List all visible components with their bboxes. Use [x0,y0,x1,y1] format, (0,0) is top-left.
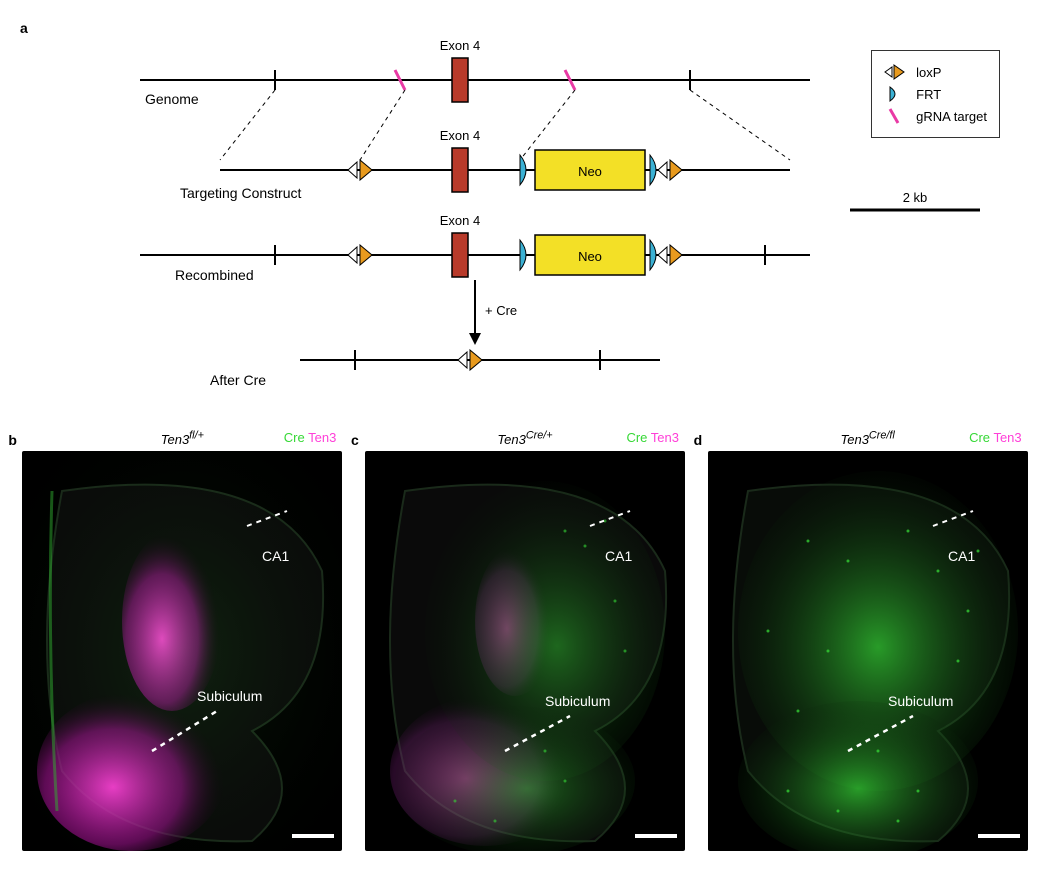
frt-icon [650,155,656,185]
panel-c-label: c [351,432,359,448]
exon4-label: Exon 4 [440,38,480,53]
loxp-icon [360,160,372,180]
panel-b: b Ten3fl/+ Cre Ten3 [22,430,342,851]
channel-labels: Cre Ten3 [284,430,337,445]
genome-row: Exon 4 Genome [140,38,810,107]
cre-channel-label: Cre [284,430,305,445]
channel-labels: Cre Ten3 [969,430,1022,445]
row-label-recombined: Recombined [175,267,254,283]
legend-item-grna: gRNA target [884,107,987,125]
after-cre-row: After Cre [210,350,660,388]
exon4-label3: Exon 4 [440,213,480,228]
scale-bar-label: 2 kb [903,190,928,205]
cre-label: + Cre [485,303,517,318]
ten3-channel-label: Ten3 [651,430,679,445]
loxp-icon [670,245,682,265]
recombined-row: Exon 4 Neo Recombined [140,213,810,283]
exon4-box [452,58,468,102]
frt-icon [520,155,526,185]
ten3-channel-label: Ten3 [993,430,1021,445]
micrograph-b: CA1 Subiculum [22,451,342,851]
row-label-aftercre: After Cre [210,372,266,388]
cre-arrowhead-icon [469,333,481,345]
loxp-icon [360,245,372,265]
ca1-label: CA1 [262,548,289,564]
genotype-text: Ten3Cre/fl [840,432,894,447]
frt-icon [650,240,656,270]
row-label-targeting: Targeting Construct [180,185,302,201]
panel-d-label: d [694,432,703,448]
cre-signal [395,706,635,851]
cre-channel-label: Cre [969,430,990,445]
legend-label: FRT [916,87,941,102]
ca1-label: CA1 [948,548,975,564]
loxp-icon [658,162,667,178]
legend-item-loxp: loxP [884,63,987,81]
ca1-label: CA1 [605,548,632,564]
figure-root: a Exon 4 Genome [20,20,1030,851]
panel-b-label: b [8,432,17,448]
loxp-icon [670,160,682,180]
genotype-text: Ten3Cre/+ [497,432,552,447]
neo-label2: Neo [578,249,602,264]
panel-c: c Ten3Cre/+ Cre Ten3 [365,430,685,851]
loxp-icon [458,352,467,368]
subiculum-label: Subiculum [545,693,610,709]
ten3-channel-label: Ten3 [308,430,336,445]
micrograph-d: CA1 Subiculum [708,451,1028,851]
micrograph-row: b Ten3fl/+ Cre Ten3 [20,430,1030,851]
frt-icon [520,240,526,270]
legend-item-frt: FRT [884,85,987,103]
frt-icon [884,85,906,103]
loxp-icon [348,162,357,178]
micrograph-c: CA1 Subiculum [365,451,685,851]
loxp-icon [470,350,482,370]
grna-icon [884,107,906,125]
loxp-icon [348,247,357,263]
exon4-label2: Exon 4 [440,128,480,143]
exon4-box [452,233,468,277]
legend-label: gRNA target [916,109,987,124]
neo-label: Neo [578,164,602,179]
subiculum-label: Subiculum [888,693,953,709]
cre-signal [22,451,342,851]
channel-labels: Cre Ten3 [626,430,679,445]
cre-channel-label: Cre [626,430,647,445]
legend-label: loxP [916,65,941,80]
loxp-icon [884,63,906,81]
exon4-box [452,148,468,192]
row-label-genome: Genome [145,91,199,107]
panel-d: d Ten3Cre/fl Cre Ten3 [708,430,1028,851]
subiculum-label: Subiculum [197,688,262,704]
legend-box: loxP FRT gRNA target [871,50,1000,138]
genotype-text: Ten3fl/+ [161,432,204,447]
loxp-icon [658,247,667,263]
targeting-construct-row: Exon 4 Neo Targeting Construct [180,128,790,201]
panel-a: a Exon 4 Genome [20,20,1030,410]
